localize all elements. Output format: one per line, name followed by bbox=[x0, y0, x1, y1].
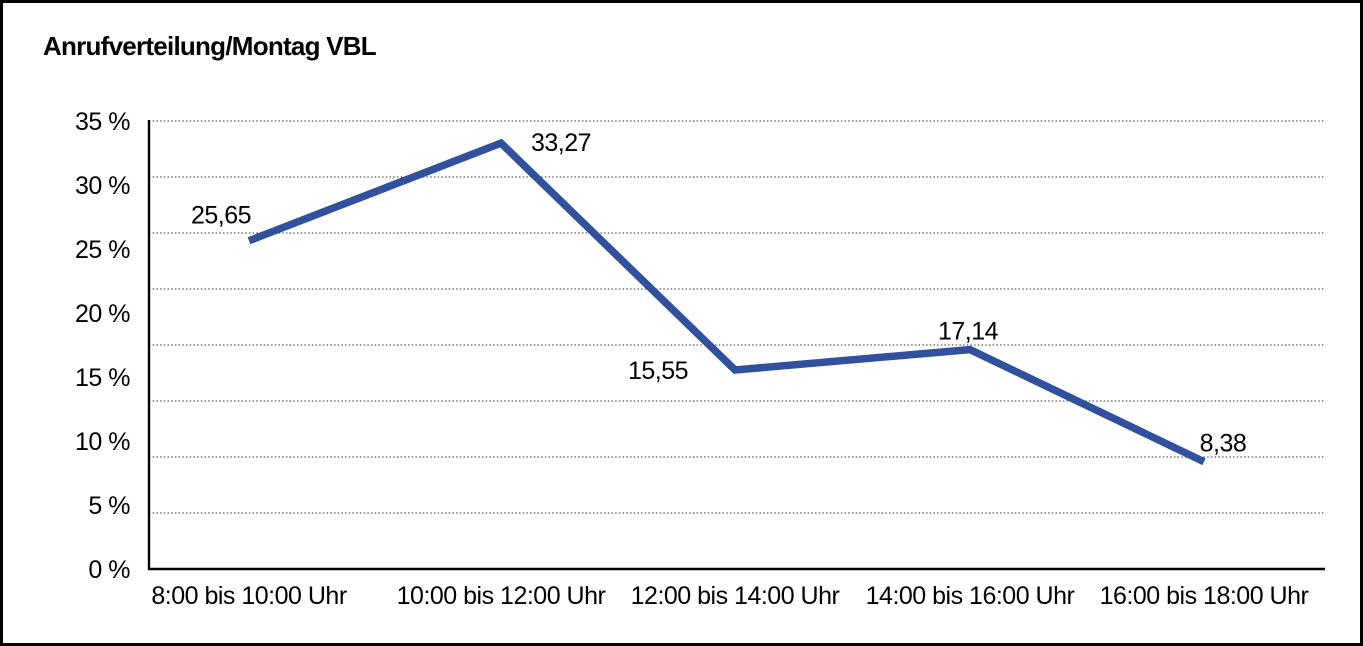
data-label: 25,65 bbox=[191, 202, 251, 230]
y-tick-label: 25 % bbox=[75, 236, 130, 264]
chart-title: Anrufverteilung/Montag VBL bbox=[43, 31, 377, 61]
y-tick-label: 35 % bbox=[75, 108, 130, 136]
y-tick-label: 20 % bbox=[75, 300, 130, 328]
data-label: 17,14 bbox=[938, 318, 999, 346]
x-category-label: 16:00 bis 18:00 Uhr bbox=[1100, 582, 1309, 610]
data-label: 33,27 bbox=[531, 129, 591, 157]
y-tick-label: 15 % bbox=[75, 364, 130, 392]
series-line bbox=[247, 138, 1206, 466]
x-category-label: 14:00 bis 16:00 Uhr bbox=[866, 582, 1075, 610]
y-tick-label: 10 % bbox=[75, 428, 130, 456]
data-label: 8,38 bbox=[1200, 430, 1247, 458]
y-tick-label: 0 % bbox=[88, 556, 130, 584]
line-chart-canvas: 35 % 30 % 25 % 20 % 15 % 10 % 5 % 0 % 8:00 bis 1… bbox=[75, 108, 1325, 610]
x-category-label: 12:00 bis 14:00 Uhr bbox=[631, 582, 840, 610]
y-tick-label: 5 % bbox=[88, 492, 130, 520]
data-label: 15,55 bbox=[628, 357, 688, 385]
x-category-label: 8:00 bis 10:00 Uhr bbox=[151, 582, 346, 610]
x-category-label: 10:00 bis 12:00 Uhr bbox=[397, 582, 606, 610]
y-tick-label: 30 % bbox=[75, 172, 130, 200]
